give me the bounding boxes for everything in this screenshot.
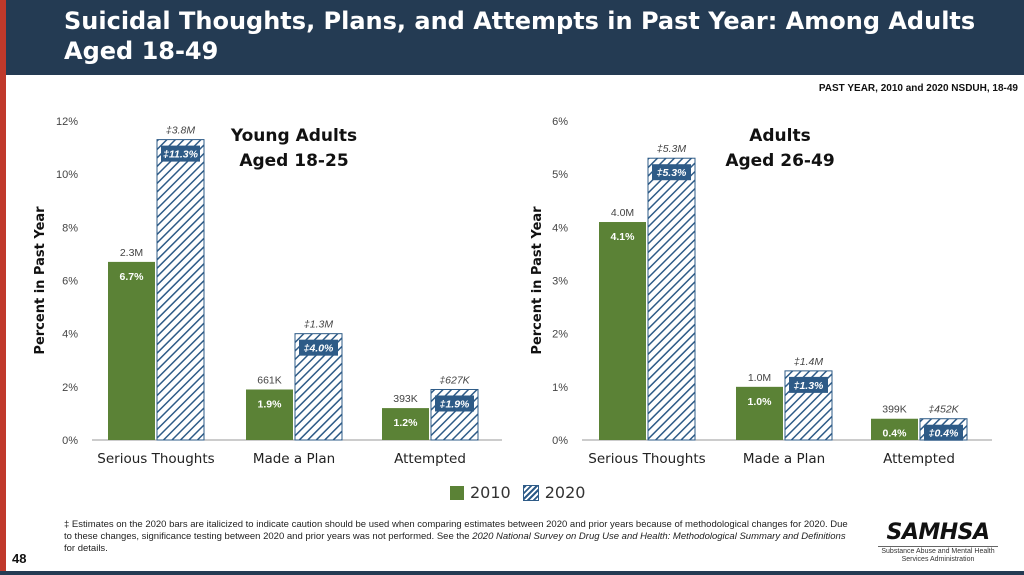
legend-item-2020: 2020: [522, 483, 586, 502]
page-title: Suicidal Thoughts, Plans, and Attempts i…: [64, 7, 976, 65]
count-label-0-0-2020: ‡3.8M: [166, 125, 195, 137]
value-label-1-2-2020: ‡0.4%: [929, 428, 959, 440]
value-label-1-0-2020: ‡5.3%: [657, 167, 687, 179]
value-label-0-1-2020: ‡4.0%: [304, 343, 334, 355]
value-label-0-1-2010: 1.9%: [258, 398, 283, 410]
legend-label-2020: 2020: [544, 483, 586, 502]
y-tick-label-1-6: 6%: [552, 116, 568, 128]
count-label-1-0-2010: 4.0M: [611, 207, 634, 219]
value-label-0-2-2010: 1.2%: [394, 417, 419, 429]
x-tick-label-1-1: Made a Plan: [743, 451, 825, 467]
count-label-0-0-2010: 2.3M: [120, 247, 143, 259]
value-label-bg-1-2: [924, 424, 963, 441]
y-tick-label-1-2: 2%: [552, 329, 568, 341]
value-label-bg-0-1: [299, 339, 338, 356]
samhsa-logo-wordmark: SAMHSA: [886, 520, 990, 545]
value-label-bg-0-2: [435, 395, 474, 412]
footnote-text: ‡ Estimates on the 2020 bars are italici…: [64, 519, 848, 542]
count-label-0-2-2020: ‡627K: [439, 374, 470, 386]
count-label-0-1-2010: 661K: [257, 374, 282, 386]
bottom-rule: [0, 571, 1024, 575]
x-tick-label-0-0: Serious Thoughts: [97, 451, 214, 467]
y-tick-label-0-0: 0%: [62, 435, 78, 447]
y-axis-label-0: Percent in Past Year: [33, 206, 48, 355]
bar-0-0-2020: [156, 139, 205, 441]
value-label-bg-0-0: [161, 145, 200, 162]
footnote: ‡ Estimates on the 2020 bars are italici…: [64, 519, 854, 555]
y-tick-label-1-4: 4%: [552, 222, 568, 234]
x-tick-label-0-1: Made a Plan: [253, 451, 335, 467]
bar-0-1-2010: [246, 389, 293, 440]
y-tick-label-0-6: 12%: [56, 116, 78, 128]
chart-title-1-line-0: Adults: [749, 126, 811, 146]
page-number: 48: [12, 551, 27, 566]
bar-1-0-2020: [647, 157, 696, 441]
left-accent-rule: [0, 0, 6, 575]
value-label-1-0-2010: 4.1%: [611, 231, 636, 243]
value-label-1-1-2020: ‡1.3%: [794, 380, 824, 392]
y-axis-label-1: Percent in Past Year: [530, 206, 545, 355]
y-tick-label-0-2: 4%: [62, 329, 78, 341]
samhsa-logo-tagline: Substance Abuse and Mental Health Servic…: [878, 546, 998, 564]
value-label-bg-1-0: [652, 164, 691, 181]
value-label-1-2-2010: 0.4%: [883, 428, 908, 440]
data-source-label: PAST YEAR, 2010 and 2020 NSDUH, 18-49: [818, 83, 1018, 94]
count-label-0-2-2010: 393K: [393, 393, 418, 405]
chart-title-0-line-1: Aged 18-25: [239, 151, 348, 171]
count-label-1-2-2020: ‡452K: [928, 404, 959, 416]
count-label-1-1-2020: ‡1.4M: [794, 356, 823, 368]
value-label-bg-1-1: [789, 376, 828, 393]
count-label-0-1-2020: ‡1.3M: [304, 319, 333, 331]
y-tick-label-1-0: 0%: [552, 435, 568, 447]
y-tick-label-0-5: 10%: [56, 169, 78, 181]
y-tick-label-0-1: 2%: [62, 382, 78, 394]
value-label-0-0-2010: 6.7%: [120, 271, 145, 283]
x-tick-label-0-2: Attempted: [394, 451, 466, 467]
value-label-1-1-2010: 1.0%: [748, 396, 773, 408]
footnote-text-end: for details.: [64, 543, 108, 554]
samhsa-logo: SAMHSA Substance Abuse and Mental Health…: [878, 520, 998, 564]
y-tick-label-0-3: 6%: [62, 276, 78, 288]
chart-title-0-line-0: Young Adults: [230, 126, 357, 146]
bar-0-2-2010: [382, 408, 429, 440]
value-label-0-0-2020: ‡11.3%: [163, 149, 198, 161]
header-banner: Suicidal Thoughts, Plans, and Attempts i…: [6, 0, 1024, 75]
count-label-1-2-2010: 399K: [882, 404, 907, 416]
value-label-0-2-2020: ‡1.9%: [440, 398, 470, 410]
legend: 2010 2020: [450, 483, 597, 502]
bar-0-0-2010: [108, 261, 155, 440]
legend-item-2010: 2010: [450, 483, 511, 502]
y-tick-label-1-3: 3%: [552, 276, 568, 288]
footnote-report-title: 2020 National Survey on Drug Use and Hea…: [472, 531, 846, 542]
legend-swatch-2020: [522, 484, 539, 501]
y-tick-label-0-4: 8%: [62, 222, 78, 234]
legend-swatch-2010: [450, 485, 464, 500]
x-tick-label-1-2: Attempted: [883, 451, 955, 467]
bar-1-0-2010: [599, 222, 646, 440]
chart-title-1-line-1: Aged 26-49: [725, 151, 834, 171]
x-tick-label-1-0: Serious Thoughts: [588, 451, 705, 467]
count-label-1-1-2010: 1.0M: [748, 372, 771, 384]
y-tick-label-1-1: 1%: [552, 382, 568, 394]
bar-1-1-2010: [736, 386, 783, 440]
legend-label-2010: 2010: [470, 483, 511, 502]
bar-1-2-2010: [871, 418, 918, 440]
y-tick-label-1-5: 5%: [552, 169, 568, 181]
count-label-1-0-2020: ‡5.3M: [657, 143, 686, 155]
